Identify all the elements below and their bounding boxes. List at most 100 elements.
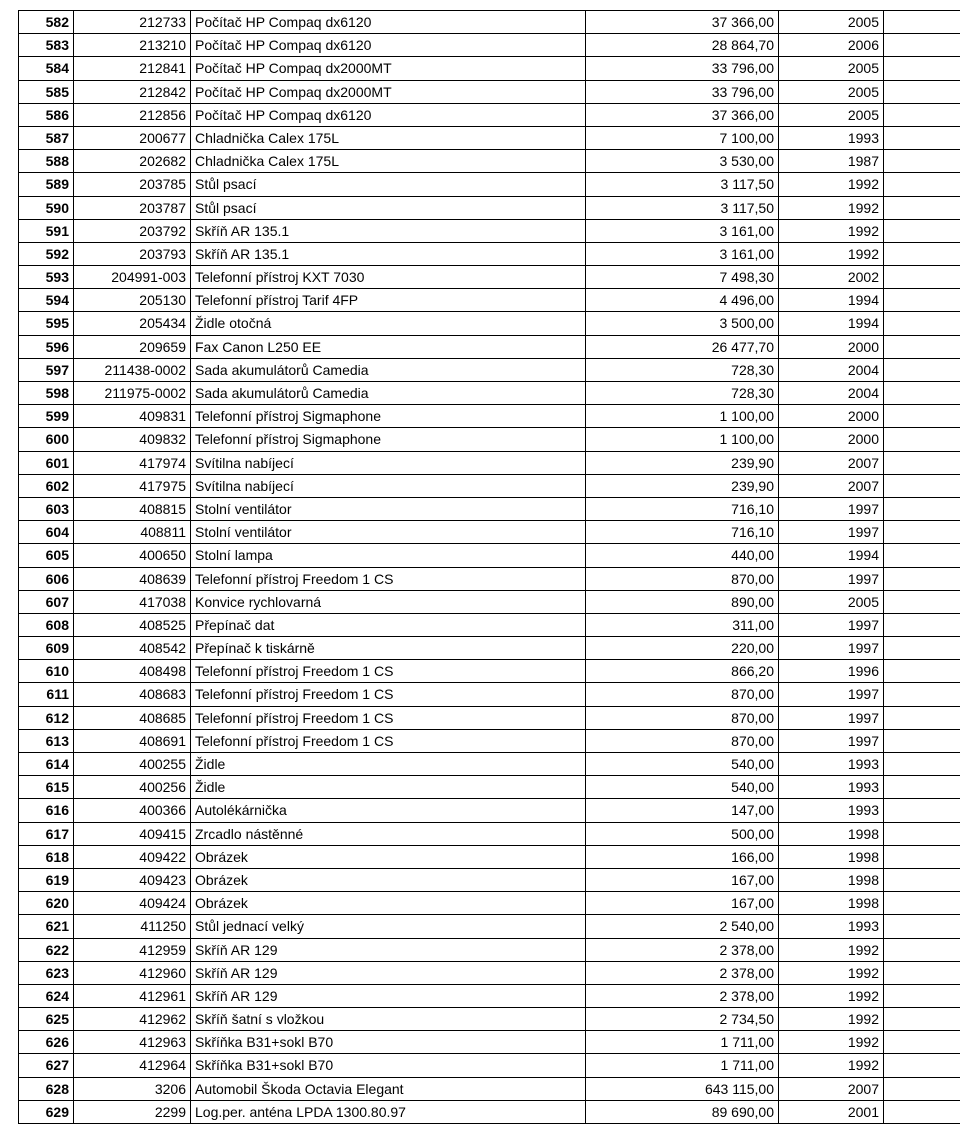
cell-col-4: 1996: [779, 660, 884, 683]
cell-col-2: Stůl psací: [191, 173, 586, 196]
cell-col-1: 409831: [74, 405, 191, 428]
cell-col-5: 85: [884, 266, 960, 289]
cell-col-2: Skříň AR 135.1: [191, 242, 586, 265]
cell-col-4: 1993: [779, 915, 884, 938]
cell-col-3: 870,00: [586, 706, 779, 729]
cell-col-1: 408525: [74, 613, 191, 636]
cell-col-4: 2004: [779, 358, 884, 381]
cell-col-4: 2002: [779, 266, 884, 289]
cell-col-2: Konvice rychlovarná: [191, 590, 586, 613]
table-row: 601417974Svítilna nabíjecí239,90200786: [19, 451, 960, 474]
cell-col-5: 86: [884, 521, 960, 544]
cell-col-4: 2005: [779, 11, 884, 34]
cell-col-0: 612: [19, 706, 74, 729]
cell-col-0: 586: [19, 103, 74, 126]
cell-col-2: Telefonní přístroj Freedom 1 CS: [191, 660, 586, 683]
cell-col-3: 33 796,00: [586, 80, 779, 103]
table-row: 585212842Počítač HP Compaq dx2000MT33 79…: [19, 80, 960, 103]
cell-col-2: Fax Canon L250 EE: [191, 335, 586, 358]
table-row: 604408811Stolní ventilátor716,10199786: [19, 521, 960, 544]
cell-col-1: 412961: [74, 984, 191, 1007]
cell-col-1: 213210: [74, 34, 191, 57]
cell-col-0: 622: [19, 938, 74, 961]
cell-col-5: 86: [884, 753, 960, 776]
cell-col-2: Přepínač dat: [191, 613, 586, 636]
cell-col-2: Stůl psací: [191, 196, 586, 219]
cell-col-0: 621: [19, 915, 74, 938]
table-row: 612408685Telefonní přístroj Freedom 1 CS…: [19, 706, 960, 729]
cell-col-3: 3 530,00: [586, 150, 779, 173]
table-row: 598211975-0002Sada akumulátorů Camedia72…: [19, 382, 960, 405]
cell-col-2: Židle otočná: [191, 312, 586, 335]
cell-col-2: Telefonní přístroj Tarif 4FP: [191, 289, 586, 312]
cell-col-3: 2 540,00: [586, 915, 779, 938]
cell-col-3: 643 115,00: [586, 1077, 779, 1100]
cell-col-1: 2299: [74, 1100, 191, 1123]
cell-col-1: 400256: [74, 776, 191, 799]
cell-col-2: Stolní ventilátor: [191, 497, 586, 520]
cell-col-5: 86: [884, 405, 960, 428]
cell-col-0: 589: [19, 173, 74, 196]
table-row: 597211438-0002Sada akumulátorů Camedia72…: [19, 358, 960, 381]
cell-col-3: 870,00: [586, 567, 779, 590]
cell-col-3: 147,00: [586, 799, 779, 822]
cell-col-1: 409423: [74, 868, 191, 891]
cell-col-1: 211975-0002: [74, 382, 191, 405]
cell-col-1: 408639: [74, 567, 191, 590]
cell-col-0: 598: [19, 382, 74, 405]
cell-col-5: 85: [884, 382, 960, 405]
table-row: 591203792Skříň AR 135.13 161,00199285: [19, 219, 960, 242]
cell-col-5: 85: [884, 126, 960, 149]
cell-col-5: 85: [884, 57, 960, 80]
cell-col-5: 86: [884, 984, 960, 1007]
cell-col-1: 400255: [74, 753, 191, 776]
cell-col-2: Log.per. anténa LPDA 1300.80.97: [191, 1100, 586, 1123]
cell-col-4: 1997: [779, 567, 884, 590]
cell-col-1: 417974: [74, 451, 191, 474]
cell-col-4: 1997: [779, 497, 884, 520]
cell-col-2: Svítilna nabíjecí: [191, 474, 586, 497]
cell-col-4: 1998: [779, 892, 884, 915]
cell-col-0: 593: [19, 266, 74, 289]
table-row: 602417975Svítilna nabíjecí239,90200786: [19, 474, 960, 497]
cell-col-2: Zrcadlo nástěnné: [191, 822, 586, 845]
cell-col-2: Počítač HP Compaq dx6120: [191, 103, 586, 126]
cell-col-0: 604: [19, 521, 74, 544]
cell-col-0: 591: [19, 219, 74, 242]
table-row: 590203787Stůl psací3 117,50199285: [19, 196, 960, 219]
cell-col-0: 626: [19, 1031, 74, 1054]
cell-col-3: 2 734,50: [586, 1008, 779, 1031]
cell-col-4: 1997: [779, 521, 884, 544]
cell-col-0: 587: [19, 126, 74, 149]
cell-col-5: 86: [884, 1031, 960, 1054]
cell-col-3: 540,00: [586, 753, 779, 776]
cell-col-3: 89 690,00: [586, 1100, 779, 1123]
cell-col-4: 1992: [779, 242, 884, 265]
cell-col-0: 608: [19, 613, 74, 636]
cell-col-0: 629: [19, 1100, 74, 1123]
cell-col-4: 1992: [779, 1031, 884, 1054]
cell-col-0: 618: [19, 845, 74, 868]
cell-col-0: 623: [19, 961, 74, 984]
table-row: 619409423Obrázek167,00199886: [19, 868, 960, 891]
cell-col-1: 209659: [74, 335, 191, 358]
cell-col-3: 7 498,30: [586, 266, 779, 289]
cell-col-0: 619: [19, 868, 74, 891]
cell-col-3: 1 100,00: [586, 405, 779, 428]
cell-col-0: 624: [19, 984, 74, 1007]
cell-col-4: 1993: [779, 799, 884, 822]
table-row: 595205434Židle otočná3 500,00199485: [19, 312, 960, 335]
cell-col-3: 28 864,70: [586, 34, 779, 57]
cell-col-0: 603: [19, 497, 74, 520]
cell-col-1: 417038: [74, 590, 191, 613]
cell-col-0: 582: [19, 11, 74, 34]
cell-col-5: 85: [884, 80, 960, 103]
inventory-table: 582212733Počítač HP Compaq dx612037 366,…: [18, 10, 960, 1124]
table-row: 603408815Stolní ventilátor716,10199786: [19, 497, 960, 520]
table-row: 600409832Telefonní přístroj Sigmaphone1 …: [19, 428, 960, 451]
cell-col-0: 607: [19, 590, 74, 613]
cell-col-0: 613: [19, 729, 74, 752]
cell-col-2: Židle: [191, 753, 586, 776]
table-row: 606408639Telefonní přístroj Freedom 1 CS…: [19, 567, 960, 590]
cell-col-3: 890,00: [586, 590, 779, 613]
